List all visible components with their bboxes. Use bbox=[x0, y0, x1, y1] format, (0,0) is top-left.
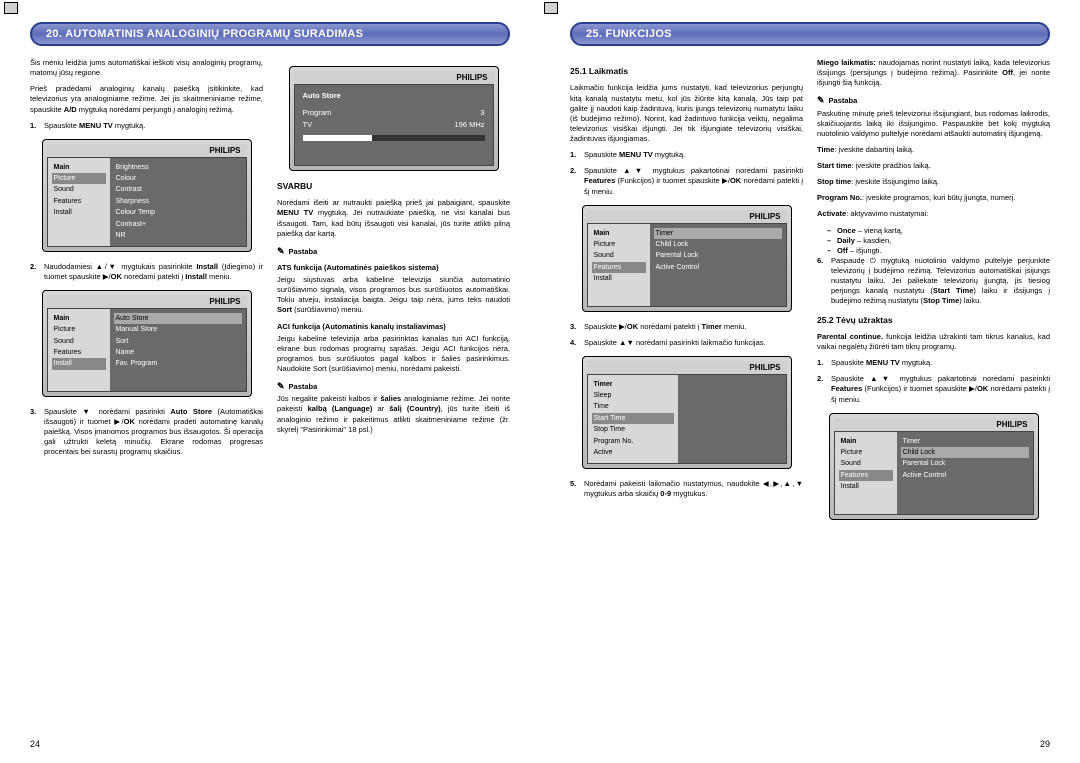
steps-list: 2.Naudodamiesi ▲/▼ mygtukais pasirinkite… bbox=[30, 262, 263, 282]
right-col: PHILIPS Auto Store Program3 TV196 MHz SV… bbox=[277, 58, 510, 463]
note-heading: Pastaba bbox=[817, 94, 1050, 106]
step: Naudodamiesi ▲/▼ mygtukais pasirinkite I… bbox=[44, 262, 263, 282]
left-page: 20. AUTOMATINIS ANALOGINIŲ PROGRAMŲ SURA… bbox=[0, 0, 540, 763]
label-line: Stop time: įveskite išsijungimo laiką. bbox=[817, 177, 1050, 187]
columns: Šis meniu leidžia jums automatiškai iešk… bbox=[30, 58, 510, 463]
body-text: Jūs negalite pakeisti kalbos ir šalies a… bbox=[277, 394, 510, 435]
body-text: Paskutinę minutę prieš televizoriui išsi… bbox=[817, 109, 1050, 139]
steps-list: 5.Norėdami pakeisti laikmačio nustatymus… bbox=[570, 479, 803, 499]
body-text: Norėdami išeiti ar nutraukti paiešką pri… bbox=[277, 198, 510, 239]
steps-list: 3.Spauskite ▶/OK norėdami patekti į Time… bbox=[570, 322, 803, 348]
right-col: Miego laikmatis: naudojamas norint nusta… bbox=[817, 58, 1050, 530]
left-col: 25.1 Laikmatis Laikmačio funkcija leidži… bbox=[570, 58, 803, 530]
tv-mockup: PHILIPS Auto Store Program3 TV196 MHz bbox=[289, 66, 499, 171]
body-text: Miego laikmatis: naudojamas norint nusta… bbox=[817, 58, 1050, 88]
label-line: Time: įveskite dabartinį laiką. bbox=[817, 145, 1050, 155]
page-number: 24 bbox=[30, 739, 40, 749]
steps-list: 1.Spauskite MENU TV mygtuką. 2.Spauskite… bbox=[570, 150, 803, 197]
note-heading: Pastaba bbox=[277, 245, 510, 257]
tv-mockup: PHILIPS Timer Sleep Time Start Time Stop… bbox=[582, 356, 792, 469]
steps-list: 6.Paspaudę ⏻ mygtuką nuotolinio valdymo … bbox=[817, 256, 1050, 307]
tv-mockup: PHILIPS Main Picture Sound Features Inst… bbox=[829, 413, 1039, 520]
label-line: Program No.: įveskite programos, kuri bū… bbox=[817, 193, 1050, 203]
step: Spauskite MENU TV mygtuką. bbox=[44, 121, 263, 131]
tv-icon bbox=[4, 2, 18, 14]
tv-mockup: PHILIPS Main Picture Sound Features Inst… bbox=[582, 205, 792, 312]
subheading: SVARBU bbox=[277, 181, 510, 192]
note-subhead: ATS funkcija (Automatinės paieškos siste… bbox=[277, 263, 510, 273]
columns: 25.1 Laikmatis Laikmačio funkcija leidži… bbox=[570, 58, 1050, 530]
intro-text: Prieš pradėdami analoginių kanalų paiešk… bbox=[30, 84, 263, 114]
tv-mockup: PHILIPS Main Picture Sound Features Inst… bbox=[42, 139, 252, 252]
steps-list: 3.Spauskite ▼ norėdami pasirinkti Auto S… bbox=[30, 407, 263, 458]
label-line: Start time: įveskite pradžios laiką. bbox=[817, 161, 1050, 171]
step: Spauskite ▼ norėdami pasirinkti Auto Sto… bbox=[44, 407, 263, 458]
note-subhead: ACI funkcija (Automatinis kanalų instali… bbox=[277, 322, 510, 332]
label-line: Activate: aktyvavimo nustatymai: bbox=[817, 209, 1050, 219]
note-heading: Pastaba bbox=[277, 380, 510, 392]
left-col: Šis meniu leidžia jums automatiškai iešk… bbox=[30, 58, 263, 463]
subheading: 25.1 Laikmatis bbox=[570, 66, 803, 77]
progress-bar bbox=[303, 135, 485, 141]
page-number: 29 bbox=[1040, 739, 1050, 749]
body-text: Jeigu kabelinė televizija arba pasirinkt… bbox=[277, 334, 510, 375]
section-header: 25. FUNKCIJOS bbox=[570, 22, 1050, 46]
right-page: 25. FUNKCIJOS 25.1 Laikmatis Laikmačio f… bbox=[540, 0, 1080, 763]
tv-icon bbox=[544, 2, 558, 14]
body-text: Jeigu siųstuvas arba kabelinė televizija… bbox=[277, 275, 510, 316]
steps-list: 1.Spauskite MENU TV mygtuką. 2.Spauskite… bbox=[817, 358, 1050, 405]
body-text: Laikmačio funkcija leidžia jums nustatyt… bbox=[570, 83, 803, 144]
tv-mockup: PHILIPS Main Picture Sound Features Inst… bbox=[42, 290, 252, 397]
bullet-list: Once – vieną kartą, Daily – kasdien, Off… bbox=[817, 226, 1050, 256]
intro-text: Šis meniu leidžia jums automatiškai iešk… bbox=[30, 58, 263, 78]
body-text: Parental continue. funkcija leidžia užra… bbox=[817, 332, 1050, 352]
section-header: 20. AUTOMATINIS ANALOGINIŲ PROGRAMŲ SURA… bbox=[30, 22, 510, 46]
steps-list: 1.Spauskite MENU TV mygtuką. bbox=[30, 121, 263, 131]
subheading: 25.2 Tėvų užraktas bbox=[817, 315, 1050, 326]
